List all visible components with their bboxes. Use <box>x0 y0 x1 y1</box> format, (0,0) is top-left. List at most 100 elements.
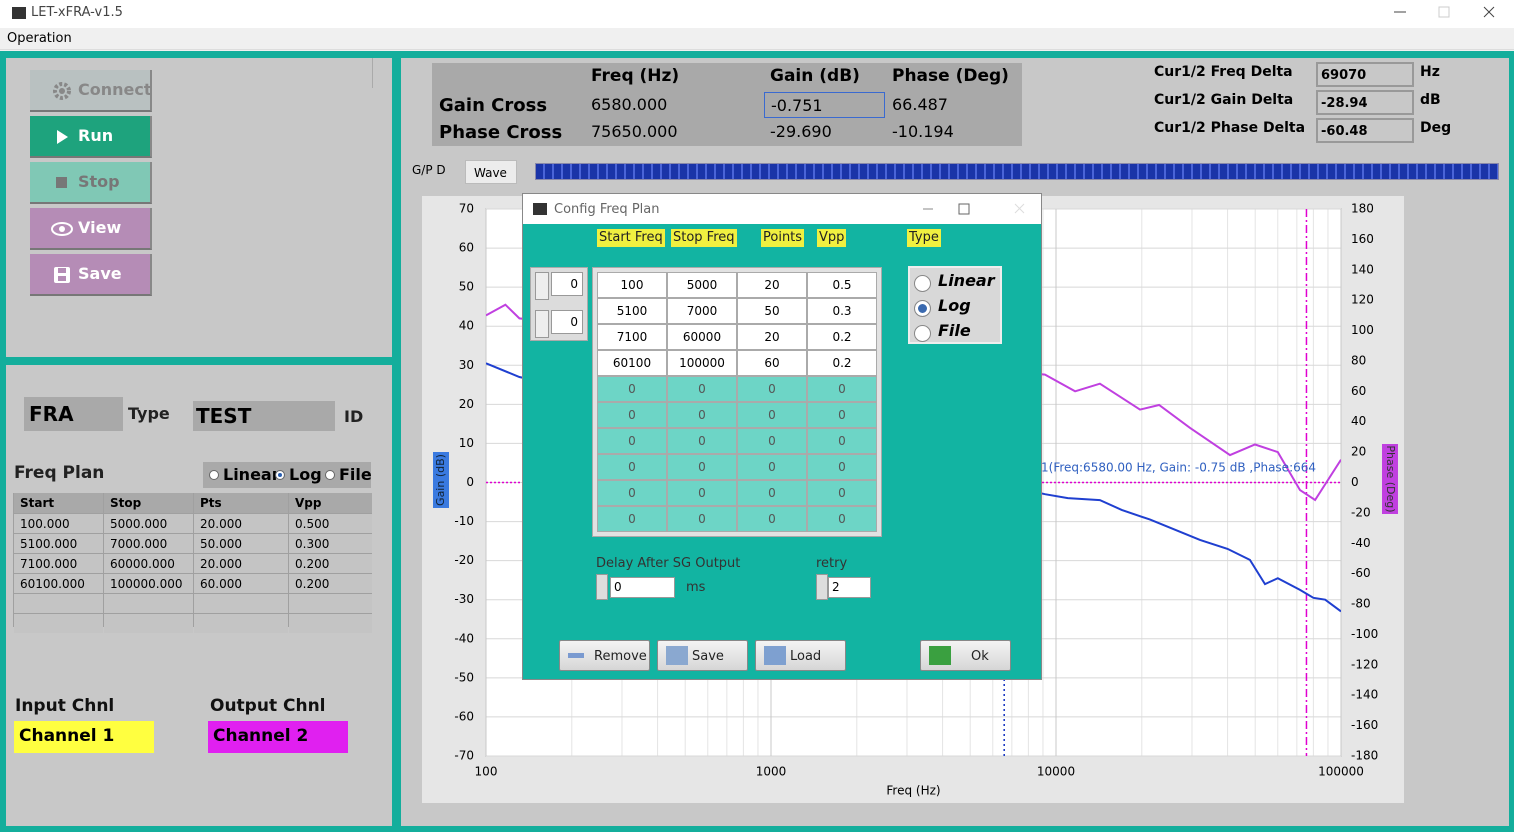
spinner-arrows[interactable] <box>535 310 549 338</box>
tab[interactable]: Wave <box>465 160 517 184</box>
table-cell[interactable]: 60100 <box>597 350 667 376</box>
radio-button[interactable] <box>209 470 219 480</box>
dialog-title-bar: Config Freq Plan <box>523 194 1041 224</box>
dialog-button[interactable]: Load <box>755 640 846 671</box>
button-label[interactable]: Save <box>692 649 724 664</box>
radio-label[interactable]: File <box>938 321 971 340</box>
table-cell[interactable]: 0 <box>807 480 877 506</box>
dialog-button[interactable]: Ok <box>920 640 1011 671</box>
button-label[interactable]: Save <box>78 264 122 283</box>
table-cell[interactable]: 0.3 <box>807 298 877 324</box>
table-cell[interactable]: 0 <box>737 506 807 532</box>
table-cell[interactable]: 100000 <box>667 350 737 376</box>
spinner-input[interactable]: 0 <box>551 272 583 296</box>
column-header: Phase (Deg) <box>886 63 1022 90</box>
table-cell[interactable]: 60000 <box>667 324 737 350</box>
menu-item[interactable]: Operation <box>7 31 72 46</box>
radio-button[interactable] <box>914 325 931 342</box>
window-controls[interactable] <box>1380 0 1510 28</box>
table-cell[interactable]: 0 <box>597 428 667 454</box>
button-label[interactable]: Remove <box>594 649 647 664</box>
y2-tick-label: 40 <box>1351 414 1366 428</box>
retry-input[interactable]: 2 <box>828 577 871 598</box>
table-cell[interactable]: 20 <box>737 324 807 350</box>
output-channel[interactable]: Channel 2 <box>208 721 348 753</box>
button-label[interactable]: Stop <box>78 172 120 191</box>
spinner-input[interactable]: 0 <box>551 310 583 334</box>
radio-button[interactable] <box>275 470 285 480</box>
button[interactable]: Connect <box>30 70 152 112</box>
x-tick-label: 1000 <box>756 765 787 779</box>
delay-input[interactable]: 0 <box>610 577 675 598</box>
button-label[interactable]: Load <box>790 649 822 664</box>
table-cell[interactable]: 0.2 <box>807 350 877 376</box>
table-cell[interactable]: 50 <box>737 298 807 324</box>
radio-button[interactable] <box>325 470 335 480</box>
table-cell[interactable]: 0 <box>597 506 667 532</box>
table-cell[interactable]: 0 <box>737 428 807 454</box>
delta-unit: Hz <box>1420 64 1440 80</box>
table-cell[interactable]: 0 <box>597 376 667 402</box>
table-cell[interactable]: 5100 <box>597 298 667 324</box>
button[interactable]: View <box>30 208 152 250</box>
table-cell[interactable]: 60 <box>737 350 807 376</box>
table-cell[interactable]: 0 <box>667 428 737 454</box>
table-cell[interactable]: 0 <box>597 480 667 506</box>
input-channel[interactable]: Channel 1 <box>14 721 154 753</box>
radio-label[interactable]: Linear <box>223 465 280 484</box>
radio-label[interactable]: Linear <box>938 271 995 290</box>
button[interactable]: Run <box>30 116 152 158</box>
table-cell[interactable]: 20 <box>737 272 807 298</box>
table-cell[interactable]: 0 <box>737 454 807 480</box>
radio-label[interactable]: File <box>339 465 372 484</box>
table-cell[interactable]: 0 <box>667 480 737 506</box>
radio-label[interactable]: Log <box>938 296 971 315</box>
spinner-arrows[interactable] <box>816 574 828 600</box>
id-value: TEST <box>193 401 335 431</box>
table-cell: 0.200 <box>289 554 372 573</box>
table-cell: 0.500 <box>289 514 372 533</box>
table-cell[interactable]: 0 <box>737 480 807 506</box>
table-cell[interactable]: 0 <box>667 506 737 532</box>
table-cell[interactable]: 0 <box>597 402 667 428</box>
table-cell[interactable]: 0 <box>737 402 807 428</box>
button-label[interactable]: Ok <box>971 649 989 664</box>
table-cell[interactable]: 0 <box>807 402 877 428</box>
radio-button[interactable] <box>914 275 931 292</box>
table-cell[interactable]: 0 <box>667 376 737 402</box>
button-label[interactable]: View <box>78 218 122 237</box>
tab[interactable]: G/P D <box>406 159 462 183</box>
button[interactable]: Stop <box>30 162 152 204</box>
table-cell[interactable]: 0.2 <box>807 324 877 350</box>
y2-tick-label: -60 <box>1351 566 1371 580</box>
column-header: Stop <box>104 493 193 513</box>
dialog-button[interactable]: Save <box>657 640 748 671</box>
table-cell[interactable]: 0.5 <box>807 272 877 298</box>
table-cell[interactable]: 7100 <box>597 324 667 350</box>
radio-label[interactable]: Log <box>289 465 322 484</box>
table-cell[interactable]: 0 <box>807 506 877 532</box>
delta-unit: Deg <box>1420 120 1452 136</box>
table-cell[interactable]: 5000 <box>667 272 737 298</box>
table-cell[interactable]: 0 <box>737 376 807 402</box>
button[interactable]: Save <box>30 254 152 296</box>
table-cell[interactable]: 0 <box>807 454 877 480</box>
button-label[interactable]: Connect <box>78 80 152 99</box>
button-label[interactable]: Run <box>78 126 114 145</box>
table-cell[interactable]: 0 <box>597 454 667 480</box>
spinner-arrows[interactable] <box>535 272 549 300</box>
table-cell[interactable]: 0 <box>807 376 877 402</box>
radio-button[interactable] <box>914 300 931 317</box>
table-cell: 50.000 <box>194 534 288 553</box>
table-cell[interactable]: 0 <box>667 402 737 428</box>
spinner-arrows[interactable] <box>596 574 608 600</box>
table-cell[interactable]: 0 <box>667 454 737 480</box>
y2-tick-label: -180 <box>1351 749 1378 763</box>
table-cell[interactable]: 100 <box>597 272 667 298</box>
dialog-button[interactable]: Remove <box>559 640 650 671</box>
table-cell: 7000.000 <box>104 534 193 553</box>
table-cell[interactable]: 0 <box>807 428 877 454</box>
table-cell[interactable]: 7000 <box>667 298 737 324</box>
dialog-controls[interactable] <box>913 194 1041 224</box>
column-header: Vpp <box>289 493 372 513</box>
